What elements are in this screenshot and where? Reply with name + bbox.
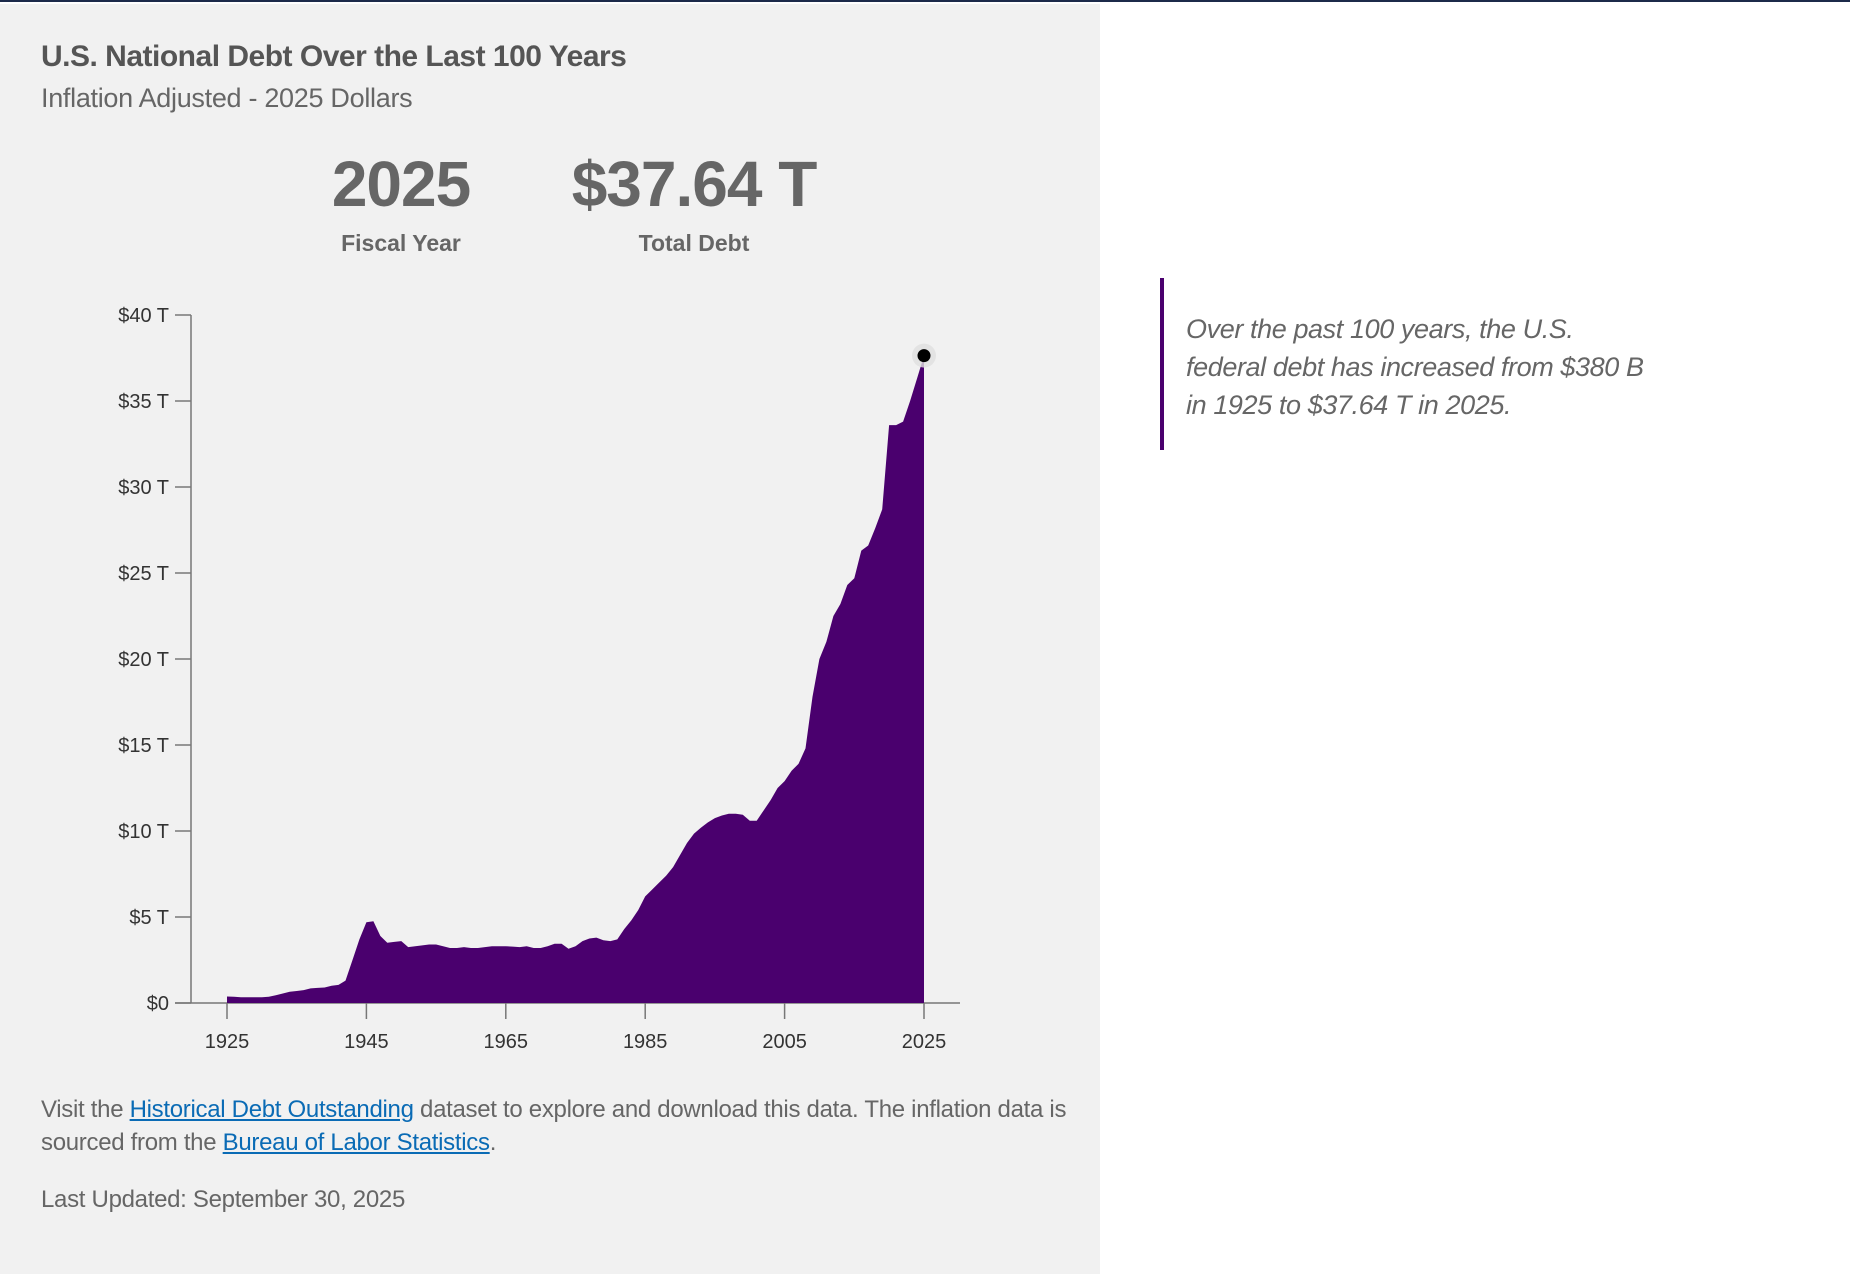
y-tick-label: $35 T [118, 391, 169, 413]
x-tick-label: 1965 [484, 1031, 529, 1053]
x-axis: 1925 1945 1965 1985 2005 2025 [175, 1002, 960, 1053]
summary-quote-text: Over the past 100 years, the U.S. federa… [1186, 314, 1644, 420]
y-axis: $0 $5 T $10 T $15 T $20 T $25 T $30 T $35 T $40 … [118, 305, 192, 1015]
total-debt-value: $37.64 T [571, 148, 818, 220]
x-tick-label: 1945 [344, 1031, 389, 1053]
source-prefix: Visit the [41, 1096, 130, 1123]
y-tick-label: $0 [147, 993, 169, 1015]
y-tick-label: $25 T [118, 563, 169, 585]
y-tick-label: $40 T [118, 305, 169, 327]
x-tick-label: 1925 [205, 1031, 250, 1053]
source-suffix: . [489, 1129, 497, 1156]
fiscal-year-label: Fiscal Year [341, 230, 461, 256]
page-subtitle: Inflation Adjusted - 2025 Dollars [41, 83, 413, 113]
y-tick-label: $15 T [118, 735, 169, 757]
x-tick-label: 2005 [762, 1031, 807, 1053]
y-tick-label: $5 T [129, 907, 169, 929]
fiscal-year-value: 2025 [331, 148, 471, 220]
total-debt-label: Total Debt [638, 230, 750, 256]
debt-area-chart[interactable]: $0 $5 T $10 T $15 T $20 T $25 T $30 T $35 T $40 … [0, 2, 1100, 1082]
fiscal-year-stat: 2025 Fiscal Year [300, 152, 502, 257]
y-tick-label: $10 T [118, 821, 169, 843]
debt-area[interactable] [227, 355, 924, 1004]
x-tick-label: 2025 [902, 1031, 947, 1053]
x-tick-label: 1985 [623, 1031, 668, 1053]
highlight-point[interactable] [917, 349, 931, 363]
page-title: U.S. National Debt Over the Last 100 Yea… [41, 40, 627, 73]
bls-link[interactable]: Bureau of Labor Statistics [222, 1129, 490, 1156]
y-tick-label: $20 T [118, 649, 169, 671]
source-note: Visit the Historical Debt Outstanding da… [41, 1093, 1071, 1159]
last-updated: Last Updated: September 30, 2025 [41, 1186, 405, 1213]
source-middle: dataset to explore and download this dat… [41, 1096, 1067, 1156]
summary-quote: Over the past 100 years, the U.S. federa… [1160, 278, 1664, 450]
historical-debt-link[interactable]: Historical Debt Outstanding [129, 1096, 414, 1123]
y-tick-label: $30 T [118, 477, 169, 499]
total-debt-stat: $37.64 T Total Debt [555, 152, 833, 257]
